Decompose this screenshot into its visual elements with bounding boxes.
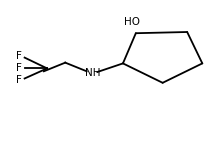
Text: HO: HO	[123, 17, 140, 28]
Text: F: F	[16, 63, 21, 73]
Text: F: F	[16, 51, 21, 61]
Text: NH: NH	[85, 68, 101, 78]
Text: F: F	[16, 75, 21, 85]
